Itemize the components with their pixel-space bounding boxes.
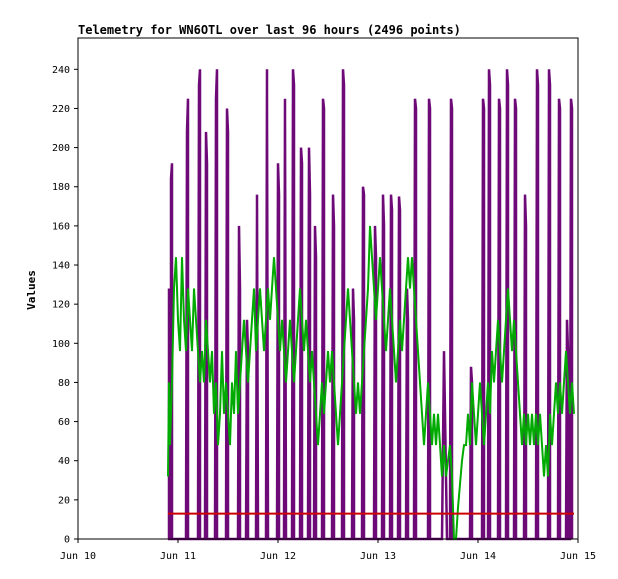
x-tick-label: Jun 11: [160, 551, 196, 562]
y-tick-label: 160: [52, 221, 70, 232]
x-tick-label: Jun 15: [560, 551, 596, 562]
y-tick-label: 60: [58, 417, 70, 428]
y-tick-label: 120: [52, 300, 70, 311]
series-line-purple: [167, 69, 574, 541]
x-axis: Jun 10 Jun 11 Jun 12 Jun 13 Jun 14 Jun 15: [60, 539, 596, 562]
series-line-green: [167, 225, 575, 540]
y-axis-label: Values: [25, 270, 38, 310]
y-tick-label: 200: [52, 143, 70, 154]
plot-series: [167, 69, 575, 541]
y-tick-label: 240: [52, 65, 70, 76]
chart-title: Telemetry for WN6OTL over last 96 hours …: [78, 23, 461, 37]
plot-area-frame: [77, 37, 579, 540]
y-tick-label: 80: [58, 378, 70, 389]
y-tick-label: 40: [58, 456, 70, 467]
y-tick-label: 180: [52, 182, 70, 193]
x-tick-label: Jun 14: [460, 551, 496, 562]
y-tick-label: 0: [64, 535, 70, 546]
y-tick-label: 220: [52, 104, 70, 115]
x-tick-label: Jun 10: [60, 551, 96, 562]
y-tick-label: 140: [52, 261, 70, 272]
x-tick-label: Jun 12: [260, 551, 296, 562]
y-axis: 0 20 40 60 80 100 120 140 160 180 200 220 240: [52, 65, 78, 546]
y-tick-label: 20: [58, 495, 70, 506]
x-tick-label: Jun 13: [360, 551, 396, 562]
y-tick-label: 100: [52, 339, 70, 350]
